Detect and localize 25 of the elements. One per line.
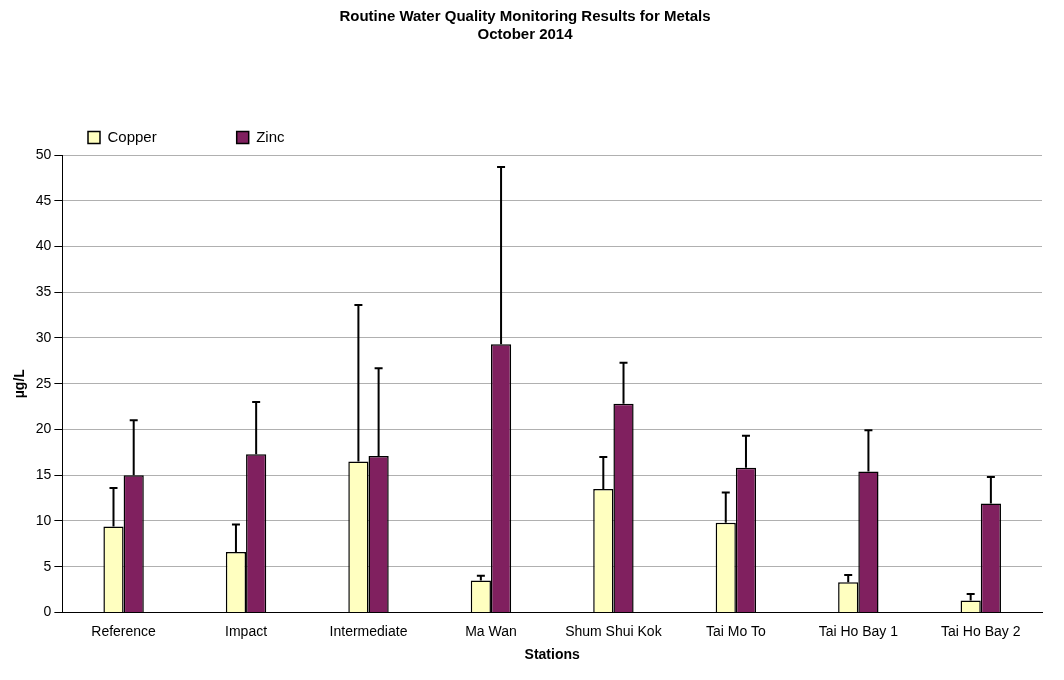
x-tick-label: Tai Mo To	[706, 622, 766, 639]
y-axis-title: µg/L	[11, 368, 28, 399]
y-tick-label: 0	[43, 603, 52, 620]
y-tick-label: 40	[35, 237, 52, 254]
y-tick-label: 25	[35, 374, 52, 391]
y-tick-label: 45	[35, 191, 52, 208]
x-tick-label: Tai Ho Bay 2	[941, 622, 1021, 639]
y-tick-label: 10	[35, 511, 52, 528]
x-tick-label: Ma Wan	[465, 622, 517, 639]
y-tick-label: 15	[35, 466, 52, 483]
text: Routine Water Quality Monitoring Results for Metals	[339, 7, 711, 25]
y-tick-label: 5	[43, 557, 52, 574]
legend-label: Copper	[107, 127, 157, 145]
x-tick-label: Reference	[91, 622, 157, 639]
y-tick-label: 50	[35, 145, 52, 162]
legend-label: Zinc	[256, 127, 286, 145]
x-tick-label: Shum Shui Kok	[565, 622, 663, 639]
text: October 2014	[477, 25, 573, 43]
x-tick-label: Intermediate	[329, 622, 408, 639]
x-axis-title: Stations	[524, 646, 581, 663]
y-tick-label: 20	[35, 420, 52, 437]
y-tick-label: 30	[35, 328, 52, 345]
y-tick-label: 35	[35, 283, 52, 300]
x-tick-label: Tai Ho Bay 1	[818, 622, 899, 639]
x-tick-label: Impact	[225, 622, 268, 639]
